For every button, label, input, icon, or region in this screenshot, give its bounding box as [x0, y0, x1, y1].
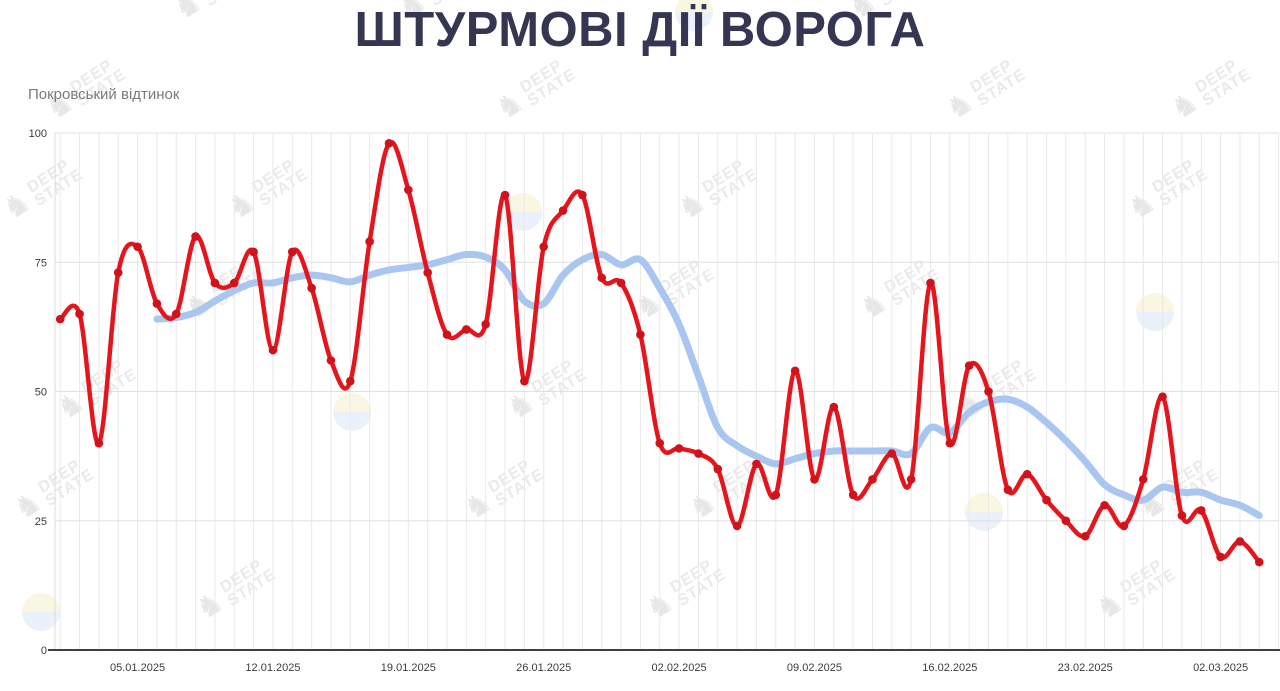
data-point-dot	[1100, 500, 1109, 510]
data-point-dot	[520, 376, 529, 386]
data-point-dot	[1080, 531, 1090, 541]
data-point-dot	[1138, 475, 1148, 484]
x-tick-label: 16.02.2025	[922, 662, 977, 674]
data-point-dot	[906, 475, 916, 484]
y-tick-label: 0	[41, 645, 47, 657]
trend-series	[153, 250, 1263, 520]
data-point-dot	[771, 490, 781, 500]
y-tick-label: 100	[29, 128, 47, 140]
data-point-dot	[1042, 495, 1051, 505]
data-point-dot	[229, 278, 239, 288]
y-tick-labels: 0 25 50 75 100	[29, 128, 47, 657]
data-point-dot	[868, 475, 877, 484]
x-tick-label: 02.03.2025	[1193, 662, 1248, 674]
x-tick-labels: 05.01.2025 12.01.2025 19.01.2025 26.01.2025…	[110, 662, 1248, 674]
data-point-dot	[1022, 469, 1032, 479]
data-point-dot	[55, 314, 65, 324]
data-point-dot	[1177, 511, 1187, 520]
data-point-dot	[307, 283, 316, 293]
page-title: ШТУРМОВІ ДІЇ ВОРОГА	[354, 3, 926, 57]
data-point-dot	[384, 139, 394, 148]
x-tick-label: 09.02.2025	[787, 662, 842, 674]
data-point-dot	[1216, 552, 1225, 562]
data-point-dot	[1119, 521, 1129, 531]
data-point-dot	[75, 309, 84, 319]
data-point-dot	[597, 273, 607, 283]
x-tick-label: 26.01.2025	[516, 662, 571, 674]
y-tick-label: 75	[35, 257, 47, 269]
series-line	[153, 250, 1263, 520]
data-point-dot	[462, 325, 471, 334]
x-tick-label: 05.01.2025	[110, 662, 165, 674]
data-point-dot	[152, 299, 162, 308]
y-tick-label: 25	[35, 516, 47, 528]
data-point-dot	[133, 242, 142, 252]
data-point-dot	[287, 247, 297, 257]
y-tick-label: 50	[35, 387, 47, 399]
data-point-dot	[442, 330, 452, 339]
daily-assaults-series	[55, 139, 1264, 567]
data-point-dot	[171, 309, 181, 319]
data-point-dot	[636, 330, 645, 339]
data-point-dot	[674, 444, 684, 453]
x-tick-label: 23.02.2025	[1058, 662, 1113, 674]
data-point-dot	[655, 438, 665, 448]
data-point-dot	[1196, 506, 1206, 515]
data-point-dot	[829, 402, 839, 412]
data-point-dot	[1158, 392, 1167, 401]
data-point-dot	[964, 361, 974, 370]
horizontal-gridlines	[55, 132, 1279, 522]
data-point-dot	[616, 278, 626, 288]
data-point-dot	[1003, 485, 1013, 495]
data-point-dot	[423, 268, 432, 277]
data-point-dot	[1061, 516, 1071, 526]
data-point-dot	[945, 438, 955, 448]
data-point-dot	[94, 438, 104, 448]
x-tick-label: 19.01.2025	[381, 662, 436, 674]
data-point-dot	[578, 190, 587, 200]
data-point-dot	[752, 459, 761, 469]
data-point-dot	[732, 521, 742, 531]
data-point-dot	[500, 190, 510, 200]
data-point-dot	[210, 278, 220, 288]
data-point-dot	[481, 319, 490, 329]
data-point-dot	[887, 449, 897, 458]
page-subtitle: Покровський відтинок	[28, 86, 180, 103]
data-point-dot	[249, 247, 258, 257]
data-point-dot	[984, 387, 993, 396]
data-point-dot	[790, 366, 800, 376]
series-line	[57, 139, 1262, 565]
data-point-dot	[113, 268, 123, 277]
data-point-dot	[404, 185, 413, 195]
x-tick-label: 12.01.2025	[245, 662, 300, 674]
data-point-dot	[365, 237, 374, 246]
data-point-dot	[326, 356, 336, 365]
data-point-dot	[346, 376, 355, 386]
data-point-dot	[694, 449, 703, 458]
data-point-dot	[810, 475, 819, 484]
data-point-dot	[268, 345, 278, 355]
data-point-dot	[848, 490, 858, 500]
data-point-dot	[1254, 557, 1264, 567]
data-point-dot	[558, 206, 568, 215]
data-point-dot	[1235, 537, 1245, 546]
data-point-dot	[539, 242, 548, 252]
x-tick-label: 02.02.2025	[652, 662, 707, 674]
data-point-dot	[191, 232, 200, 241]
data-point-dot	[926, 278, 935, 288]
data-point-dot	[713, 464, 723, 474]
